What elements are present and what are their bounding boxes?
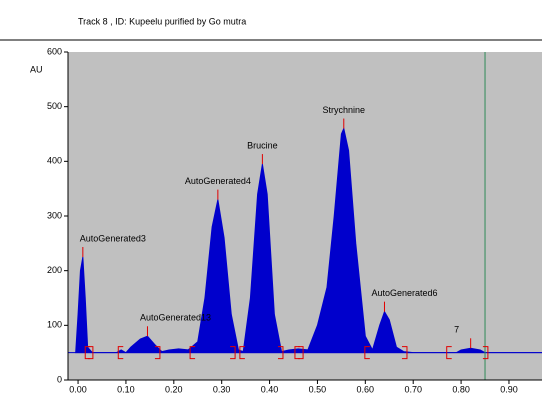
x-tick-label: 0.30	[213, 384, 231, 394]
peak-label: Brucine	[247, 140, 278, 150]
integration-bound	[87, 346, 94, 360]
peak-label: AutoGenerated3	[80, 233, 146, 243]
signal-area	[75, 126, 542, 354]
integration-bound	[154, 346, 161, 360]
peak-label: AutoGenerated13	[140, 313, 211, 323]
integration-bound	[230, 346, 236, 360]
integration-bound	[482, 346, 489, 360]
plot-area: AutoGenerated3 AutoGenerated13 AutoGenerat…	[68, 52, 542, 380]
x-tick-label: 0.80	[452, 384, 470, 394]
integration-bound	[294, 346, 300, 360]
integration-bound	[239, 346, 245, 360]
chart-title: Track 8 , ID: Kupeelu purified by Go mut…	[78, 16, 246, 26]
plot-background	[68, 52, 542, 380]
x-tick-label: 0.60	[357, 384, 375, 394]
y-tick-label: 100	[47, 320, 62, 330]
peak-label: 7	[454, 325, 459, 335]
integration-bound	[298, 346, 304, 360]
y-axis-label: AU	[30, 64, 43, 74]
integration-bound	[401, 346, 408, 360]
y-tick-label: 200	[47, 265, 62, 275]
integration-bound	[364, 346, 370, 360]
y-tick-label: 300	[47, 210, 62, 220]
y-tick-label: 400	[47, 156, 62, 166]
x-tick-label: 0.10	[117, 384, 135, 394]
integration-bound	[446, 346, 452, 360]
y-tick-label: 500	[47, 101, 62, 111]
integration-bound	[117, 346, 124, 360]
peak-label: AutoGenerated4	[185, 176, 251, 186]
integration-bound	[84, 346, 91, 360]
x-tick-label: 0.20	[165, 384, 183, 394]
x-tick-label: 0.00	[69, 384, 87, 394]
peak-label: Strychnine	[323, 105, 366, 115]
x-tick-label: 0.40	[261, 384, 279, 394]
integration-bound	[277, 346, 284, 360]
integration-bound	[189, 346, 196, 360]
x-tick-label: 0.50	[309, 384, 327, 394]
x-tick-label: 0.70	[404, 384, 422, 394]
y-tick-label: 0	[57, 374, 62, 384]
y-tick-label: 600	[47, 46, 62, 56]
x-tick-label: 0.90	[500, 384, 518, 394]
peak-label: AutoGenerated6	[371, 288, 437, 298]
